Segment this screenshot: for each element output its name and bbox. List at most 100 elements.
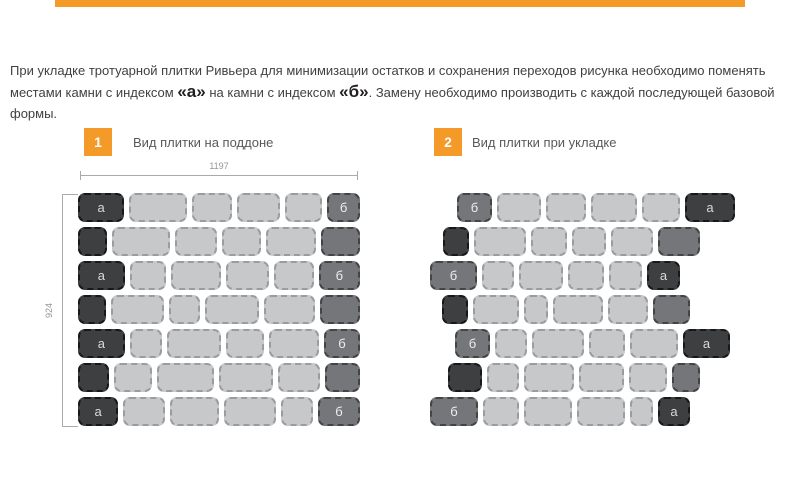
index-letter: «б» [339,82,369,101]
tile-index-label: а [97,336,105,351]
tile [442,295,468,324]
tile [225,329,264,358]
tile-index-b: б [455,329,490,358]
tile-row [443,227,760,256]
tile [225,261,270,290]
tile [224,397,277,426]
tile [123,397,166,426]
tile-index-a: а [78,397,119,426]
tile [572,227,606,256]
step-2-badge: 2 [434,128,462,156]
tile [78,363,109,392]
tile [274,261,314,290]
tile [579,363,624,392]
index-letter: «а» [177,82,206,101]
tile-index-a: а [685,193,735,222]
tile [482,261,514,290]
tile [284,193,323,222]
tile [170,261,221,290]
tile [630,397,653,426]
tile-index-a: а [78,261,125,290]
tile [204,295,260,324]
tile [113,363,153,392]
tile [473,295,519,324]
tile-index-a: а [78,193,125,222]
tile-index-a: а [78,329,125,358]
tile-index-label: а [97,268,105,283]
tile [524,397,572,426]
tile [111,295,165,324]
tile [325,363,360,392]
tile-index-b: б [318,397,360,426]
pallet-panel-title: Вид плитки на поддоне [133,135,274,150]
height-dimension-label: 924 [44,302,54,319]
tile [524,295,548,324]
tile [546,193,586,222]
tile-index-b: б [430,397,478,426]
tile [236,193,280,222]
tile-index-label: а [670,404,678,419]
tile-index-b: б [323,329,360,358]
tile-index-label: а [702,336,711,351]
tile [591,193,637,222]
tile [524,363,574,392]
tile [281,397,314,426]
height-dimension-tick-top [62,194,78,195]
tile-index-a: а [647,261,680,290]
tile [531,227,567,256]
tile [653,295,690,324]
tile [321,227,360,256]
tile-index-label: б [449,268,458,283]
tile-index-label: б [338,336,346,351]
tile [266,227,317,256]
tile [611,227,653,256]
tile [167,329,221,358]
intro-text: . Замену необходимо производить с каждой… [10,85,775,121]
tile [495,329,527,358]
tile-index-a: а [683,329,730,358]
tile [192,193,232,222]
tile-index-label: а [659,268,668,283]
tile [268,329,319,358]
tile-index-label: б [450,404,458,419]
intro-text: на камни с индексом [205,85,340,100]
width-dimension-label: 1197 [209,161,229,171]
tile [553,295,603,324]
tile-row [442,295,760,324]
tile [630,329,678,358]
tile [672,363,700,392]
tile [169,295,200,324]
tile [519,261,563,290]
tile [497,193,541,222]
tile [129,261,166,290]
tile [112,227,170,256]
height-dimension-line [62,194,63,427]
tile [222,227,262,256]
tile [474,227,526,256]
tile [443,227,469,256]
tile-index-label: б [339,200,348,215]
top-accent-bar [55,0,745,7]
width-dimension-tick-right [357,171,358,180]
intro-paragraph: При укладке тротуарной плитки Ривьера дл… [10,60,794,124]
tile [170,397,220,426]
width-dimension-line [80,175,358,176]
tile-index-label: б [335,268,344,283]
tile-index-b: б [430,261,477,290]
tile [642,193,680,222]
tile [629,363,667,392]
height-dimension-tick-bottom [62,426,78,427]
tile [608,295,648,324]
tile-row [448,363,760,392]
tile-index-label: б [468,336,477,351]
tile [129,329,163,358]
